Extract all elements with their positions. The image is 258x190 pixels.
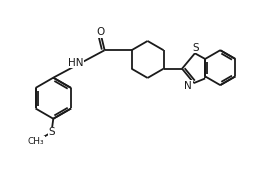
Text: CH₃: CH₃ [28, 137, 44, 146]
Text: N: N [184, 81, 192, 91]
Text: S: S [49, 127, 55, 137]
Text: HN: HN [68, 58, 84, 68]
Text: O: O [97, 27, 105, 37]
Text: S: S [192, 43, 199, 53]
